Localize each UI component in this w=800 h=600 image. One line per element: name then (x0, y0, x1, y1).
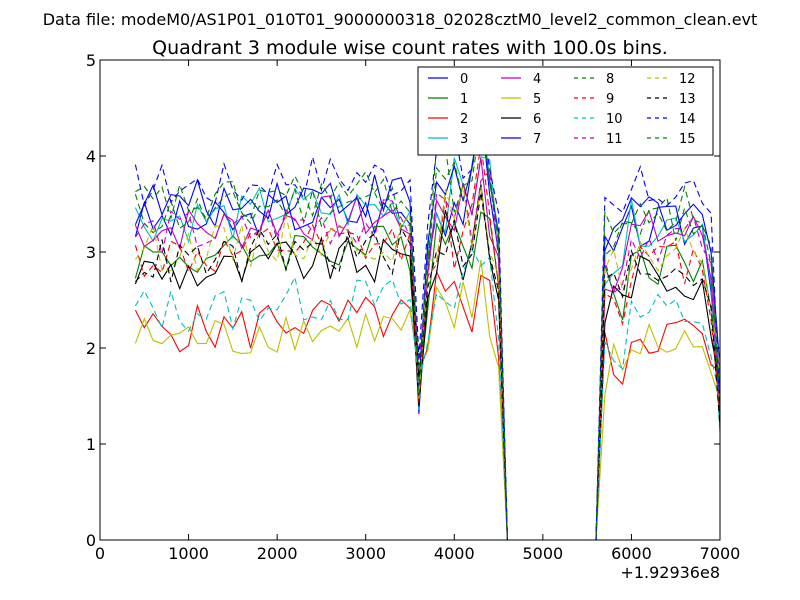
x-tick-label: 7000 (700, 544, 741, 563)
series-layer (134, 107, 721, 541)
series-line-13 (135, 192, 721, 541)
series-line-5 (134, 259, 721, 541)
legend-label: 5 (533, 92, 541, 107)
x-offset-label: +1.92936e8 (620, 563, 720, 582)
x-tick-label: 3000 (345, 544, 386, 563)
chart-suptitle: Data file: modeM0/AS1P01_010T01_90000003… (43, 10, 758, 30)
series-line-7 (134, 108, 721, 541)
legend-label: 1 (460, 92, 468, 107)
legend-label: 10 (606, 112, 623, 127)
series-line-10 (134, 247, 721, 541)
series-line-15 (135, 118, 721, 541)
series-line-11 (134, 169, 721, 541)
legend-label: 8 (606, 72, 614, 87)
x-tick-label: 5000 (522, 544, 563, 563)
chart-title: Quadrant 3 module wise count rates with … (152, 37, 668, 59)
legend-label: 2 (460, 112, 468, 127)
plot-frame (99, 59, 721, 541)
x-tick-label: 2000 (257, 544, 298, 563)
x-tick-label: 0 (95, 544, 105, 563)
legend-label: 15 (679, 132, 696, 147)
y-tick-label: 3 (86, 243, 96, 262)
legend-label: 3 (460, 132, 468, 147)
legend-label: 7 (533, 132, 541, 147)
y-tick-label: 4 (86, 147, 96, 166)
y-tick-label: 5 (86, 51, 96, 70)
x-tick-label: 6000 (611, 544, 652, 563)
legend-label: 13 (679, 92, 696, 107)
y-tick-label: 2 (86, 339, 96, 358)
legend-label: 9 (606, 92, 614, 107)
x-tick-label: 1000 (168, 544, 209, 563)
series-line-14 (134, 107, 721, 541)
legend-label: 14 (679, 112, 696, 127)
legend-label: 0 (460, 72, 468, 87)
y-tick-label: 1 (86, 435, 96, 454)
legend-label: 12 (679, 72, 696, 87)
x-tick-label: 4000 (434, 544, 475, 563)
legend-frame (417, 66, 714, 156)
y-tick-label: 0 (86, 531, 96, 550)
legend-label: 4 (533, 72, 541, 87)
legend-label: 11 (606, 132, 623, 147)
legend-label: 6 (533, 112, 541, 127)
